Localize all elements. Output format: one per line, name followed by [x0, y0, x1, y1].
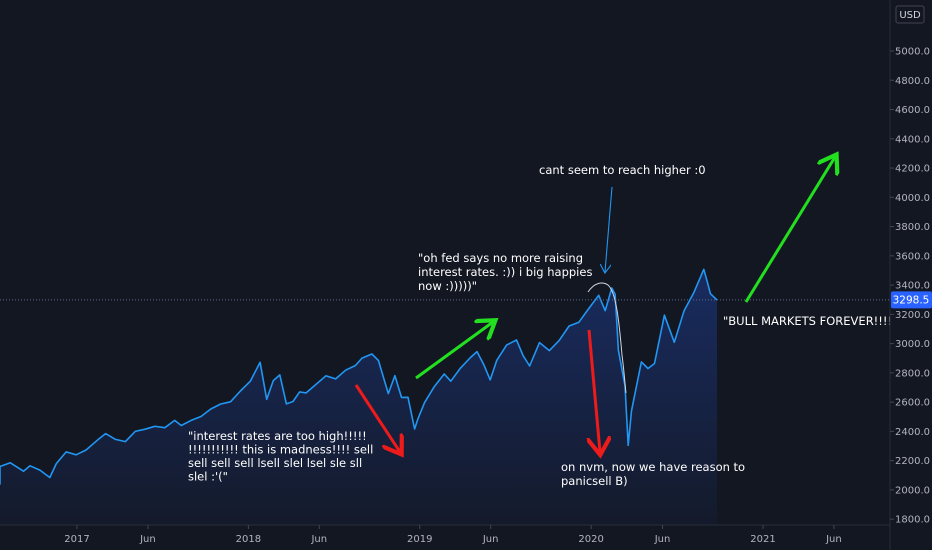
note-arrow-top[interactable] [605, 186, 613, 272]
time-tick-label: Jun [310, 534, 327, 545]
price-tick-label: 4400.0 [895, 134, 930, 145]
price-tick-label: 2000.0 [895, 485, 930, 496]
price-axis[interactable]: 5000.0 4800.0 4600.0 4400.0 4200.0 4000.0 3800… [889, 0, 932, 550]
price-tick-label: 3600.0 [895, 251, 930, 262]
price-tick-label: 5000.0 [895, 47, 930, 58]
price-tick-label: 1800.0 [895, 515, 930, 526]
down-arrow-2020[interactable] [589, 329, 600, 452]
price-line [0, 268, 718, 485]
peak-curve[interactable] [587, 282, 627, 394]
price-tick-label: 3200.0 [895, 310, 930, 321]
last-price-label: 3298.5 [893, 294, 930, 306]
price-tick-label: 4800.0 [895, 76, 930, 87]
up-arrow-2021[interactable] [744, 157, 835, 303]
time-tick-label: Jun [654, 534, 671, 545]
price-tick-label: 4600.0 [895, 105, 930, 116]
price-tick-label: 3400.0 [895, 281, 930, 292]
annotation-bull-markets: "BULL MARKETS FOREVER!!!!!!" [723, 314, 907, 328]
price-tick-label: 4200.0 [895, 164, 930, 175]
down-arrow-2018[interactable] [354, 384, 400, 452]
time-tick-label: Jun [139, 534, 156, 545]
time-tick-label: Jun [482, 534, 499, 545]
annotation-panicsell: on nvm, now we have reason to panicsell … [561, 460, 749, 488]
time-tick-label: 2017 [64, 534, 89, 545]
price-area-fill [0, 269, 717, 525]
price-tick-label: 3800.0 [895, 222, 930, 233]
time-axis-ticks: 2017 Jun 2018 Jun 2019 Jun 2020 Jun 2021 Jun [64, 525, 842, 545]
last-price-badge: 3298.5 [891, 291, 932, 309]
time-tick-label: 2020 [578, 534, 603, 545]
currency-button[interactable]: USD [895, 5, 925, 24]
price-tick-label: 2200.0 [895, 456, 930, 467]
annotation-fed-no-raise: "oh fed says no more raising interest ra… [418, 251, 596, 293]
price-tick-label: 2800.0 [895, 368, 930, 379]
time-tick-label: 2021 [750, 534, 775, 545]
time-tick-label: 2018 [236, 534, 261, 545]
price-axis-ticks: 5000.0 4800.0 4600.0 4400.0 4200.0 4000.0 3800… [890, 47, 930, 526]
price-tick-label: 2600.0 [895, 398, 930, 409]
price-axis-background [890, 0, 932, 550]
annotation-cant-reach-higher: cant seem to reach higher :0 [539, 163, 706, 177]
time-tick-label: Jun [825, 534, 842, 545]
currency-label: USD [899, 10, 921, 21]
time-axis[interactable]: 2017 Jun 2018 Jun 2019 Jun 2020 Jun 2021 Jun [0, 524, 890, 545]
price-tick-label: 4000.0 [895, 193, 930, 204]
drawings[interactable] [354, 157, 835, 452]
up-arrow-2019[interactable] [415, 322, 493, 380]
annotation-rates-too-high: "interest rates are too high!!!!! !!!!!!… [188, 429, 377, 484]
price-tick-label: 2400.0 [895, 427, 930, 438]
time-tick-label: 2019 [407, 534, 432, 545]
price-tick-label: 3000.0 [895, 339, 930, 350]
